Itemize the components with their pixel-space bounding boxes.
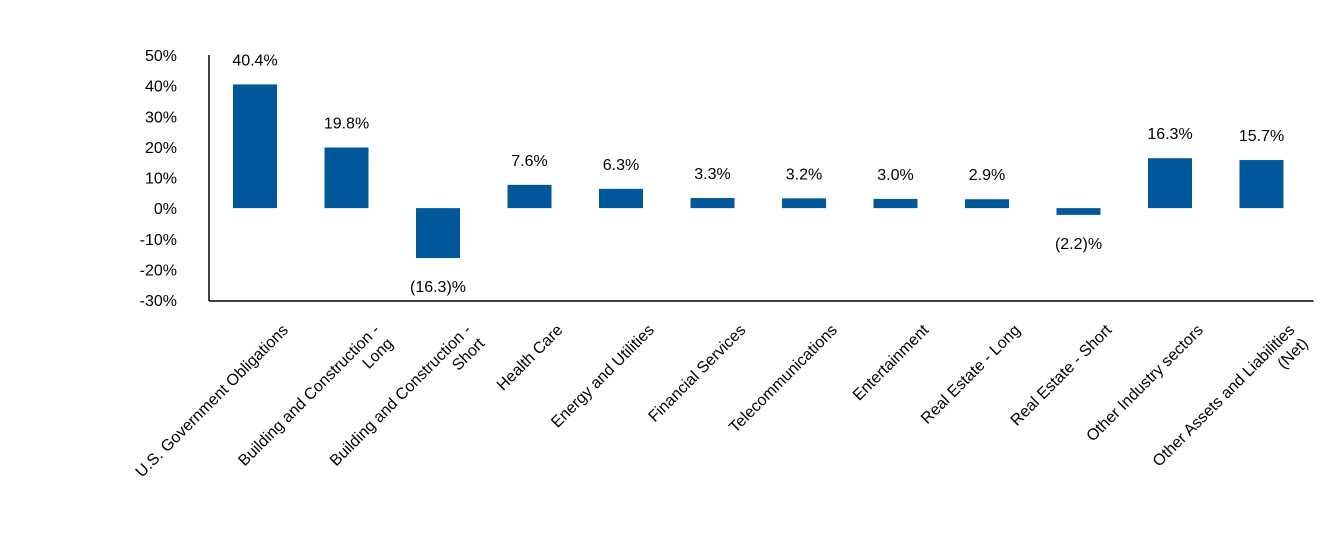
y-tick-label: 0% (154, 201, 177, 218)
category-label: Energy and Utilities (548, 322, 657, 431)
bar (1148, 158, 1192, 209)
category-label: Entertainment (850, 321, 933, 404)
category-label-line: Financial Services (646, 322, 750, 426)
category-label-line: Entertainment (850, 321, 933, 404)
y-tick-label: 30% (145, 109, 177, 126)
data-label: 16.3% (1147, 126, 1192, 143)
data-label: (16.3)% (410, 279, 466, 296)
bar (690, 198, 735, 209)
y-axis: 50% 40% 30% 20% 10% 0% -10% -20% -30% (140, 48, 210, 310)
y-tick-label: -20% (140, 262, 177, 279)
bars (233, 84, 1284, 259)
category-label-line: U.S. Government Obligations (133, 322, 292, 481)
category-label-line: Energy and Utilities (548, 322, 657, 431)
category-label: U.S. Government Obligations (133, 322, 292, 481)
data-label: 40.4% (232, 52, 277, 69)
data-labels: 40.4% 19.8% (16.3)% 7.6% 6.3% 3.3% 3.2% 3.0% 2.9… (232, 52, 1284, 296)
category-label: Real Estate - Long (918, 322, 1024, 428)
data-label: 6.3% (603, 157, 639, 174)
data-label: 19.8% (324, 115, 369, 132)
data-label: (2.2)% (1055, 236, 1102, 253)
bar (1239, 160, 1284, 209)
category-label-line: Real Estate - Short (1008, 321, 1116, 429)
data-label: 3.2% (786, 166, 822, 183)
data-label: 3.3% (694, 166, 730, 183)
y-tick-label: 40% (145, 79, 177, 96)
bar (324, 147, 369, 209)
y-tick-label: -10% (140, 232, 177, 249)
category-label: Health Care (494, 322, 566, 394)
category-label: Financial Services (646, 322, 750, 426)
bar (873, 198, 918, 209)
data-label: 3.0% (877, 167, 913, 184)
data-label: 7.6% (511, 153, 547, 170)
bar (1056, 208, 1101, 215)
category-label-line: Real Estate - Long (918, 322, 1024, 428)
y-tick-label: 10% (145, 171, 177, 188)
y-tick-label: 50% (145, 48, 177, 65)
bar (965, 199, 1009, 209)
y-tick-label: 20% (145, 140, 177, 157)
bar (233, 84, 277, 209)
category-label: Real Estate - Short (1008, 321, 1116, 429)
bar (416, 208, 460, 259)
y-tick-label: -30% (140, 293, 177, 310)
data-label: 2.9% (969, 167, 1005, 184)
data-label: 15.7% (1239, 128, 1284, 145)
bar (507, 184, 552, 209)
category-label-line: Health Care (494, 322, 566, 394)
bar (782, 198, 826, 209)
bar (599, 188, 643, 209)
